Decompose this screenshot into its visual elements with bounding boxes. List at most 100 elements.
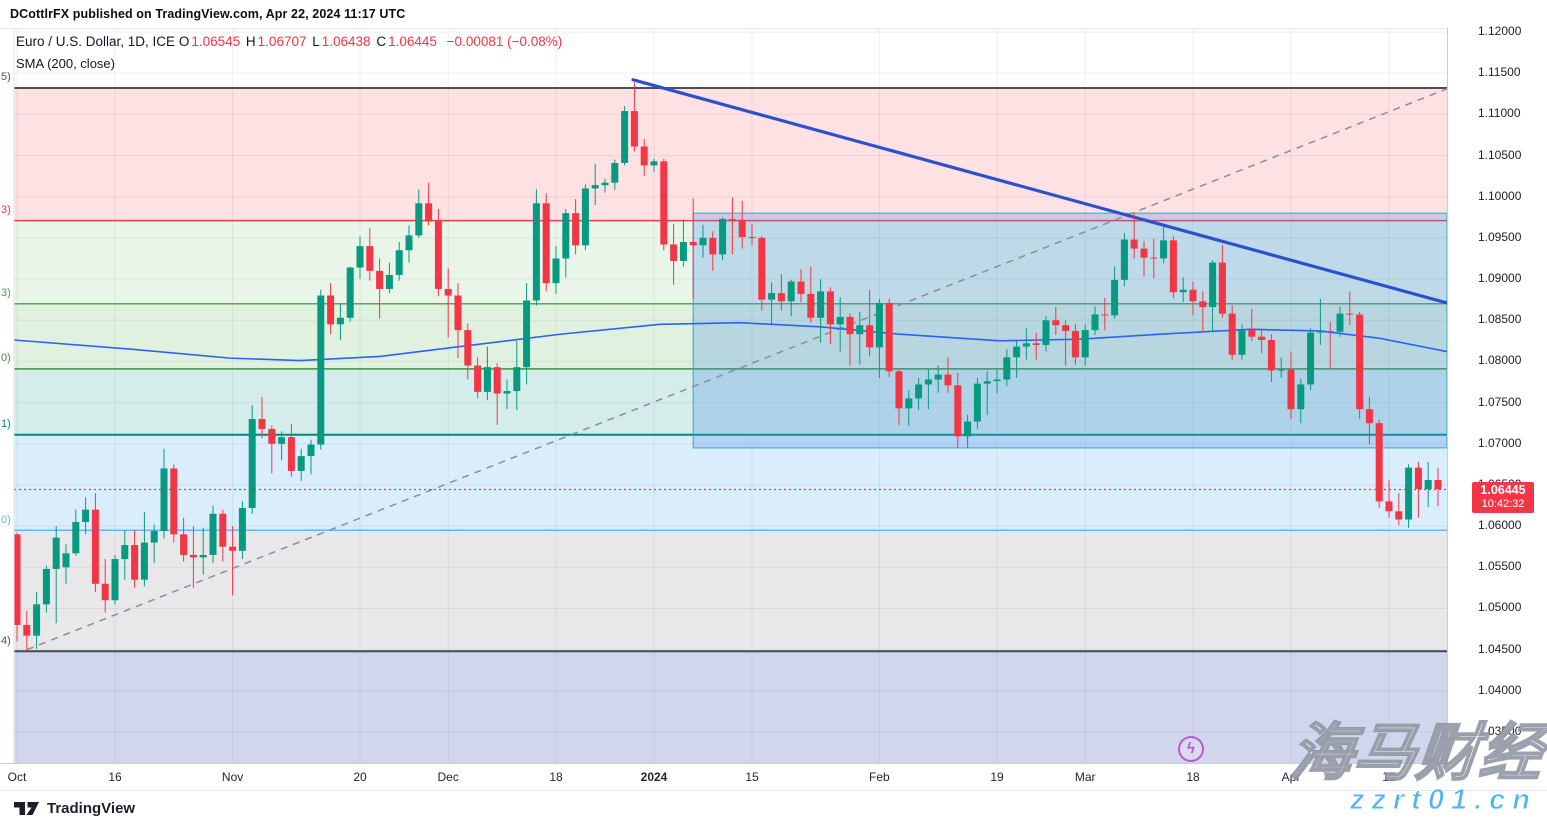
- symbol-legend[interactable]: Euro / U.S. Dollar, 1D, ICE O 1.06545 H 1.…: [16, 34, 564, 49]
- price-tick-label: 1.05000: [1478, 600, 1522, 615]
- candle: [170, 464, 178, 543]
- candle-body: [640, 146, 648, 166]
- candle-body: [483, 367, 491, 392]
- candle: [630, 82, 638, 152]
- candle-body: [52, 537, 60, 569]
- price-tick-label: 1.09500: [1478, 229, 1522, 244]
- candle-body: [630, 111, 638, 147]
- candle: [493, 363, 501, 425]
- candle: [327, 283, 335, 335]
- candle: [562, 209, 570, 278]
- candle-body: [346, 267, 354, 318]
- candle: [1071, 324, 1079, 365]
- candle: [1385, 480, 1393, 518]
- current-price-tag: 1.06445 10:42:32: [1472, 482, 1534, 514]
- candle-body: [670, 244, 678, 261]
- price-chart[interactable]: [0, 29, 1447, 764]
- candle-body: [797, 281, 805, 294]
- candle-body: [111, 559, 119, 601]
- candle: [1395, 493, 1403, 526]
- candle-body: [1287, 369, 1295, 410]
- candle-body: [1307, 332, 1315, 385]
- candle: [101, 559, 109, 613]
- price-scale[interactable]: 1.12000 1.11500 1.11000 1.10500 1.10000 1.095…: [1447, 24, 1547, 763]
- candle-body: [532, 203, 540, 301]
- candle: [1062, 320, 1070, 366]
- tradingview-brand-label: TradingView: [47, 800, 136, 817]
- candle-body: [1405, 467, 1413, 520]
- candle-body: [1130, 239, 1138, 249]
- candle-body: [33, 604, 41, 636]
- candle: [513, 340, 521, 410]
- descending-trendline[interactable]: [631, 78, 1447, 305]
- candle-body: [1071, 330, 1079, 358]
- candle: [777, 274, 785, 311]
- candle-body: [62, 553, 70, 568]
- candle: [1081, 324, 1089, 366]
- high-value: 1.06707: [257, 34, 307, 49]
- candle: [1405, 464, 1413, 528]
- chart-layers: [14, 29, 1447, 764]
- candle: [670, 223, 678, 285]
- candle: [660, 158, 668, 251]
- candle-body: [238, 508, 246, 551]
- time-scale[interactable]: Oct 16 Nov 20 Dec 18 2024 15 Feb 19 Mar 18 Apr 15: [0, 763, 1447, 791]
- left-price-label-fragment: 3): [1, 204, 11, 216]
- candle: [983, 371, 991, 415]
- candle: [1336, 306, 1344, 337]
- price-tick-label: 1.06000: [1478, 518, 1522, 533]
- candle: [1414, 461, 1422, 518]
- candle-body: [807, 293, 815, 318]
- time-tick-label: Dec: [437, 770, 459, 784]
- candle: [1248, 308, 1256, 341]
- candle: [954, 372, 962, 448]
- candle-body: [1101, 314, 1109, 316]
- candle-body: [425, 203, 433, 222]
- candle: [993, 369, 1001, 394]
- candle-body: [1091, 314, 1099, 331]
- candle-body: [983, 381, 991, 384]
- candle: [1316, 298, 1324, 345]
- candle-body: [699, 237, 707, 246]
- candle: [1277, 357, 1285, 378]
- candle: [121, 530, 129, 580]
- candle: [1199, 291, 1207, 333]
- candle-body: [405, 235, 413, 251]
- change-value: −0.00081 (−0.08%): [446, 34, 563, 49]
- candle: [52, 526, 60, 624]
- left-price-label-fragment: 0): [1, 514, 11, 526]
- candle-body: [1169, 240, 1177, 293]
- chart-pane[interactable]: [0, 28, 1447, 764]
- sma-indicator-legend[interactable]: SMA (200, close): [16, 56, 115, 71]
- candle-body: [454, 295, 462, 331]
- candle-body: [160, 468, 168, 532]
- candle-body: [709, 237, 717, 255]
- candle-body: [336, 317, 344, 325]
- candle: [1160, 226, 1168, 264]
- candle-body: [1316, 330, 1324, 333]
- ohlc-values: O 1.06545 H 1.06707 L 1.06438 C 1.06445 −0.0…: [179, 34, 564, 49]
- candle: [895, 369, 903, 425]
- candle-body: [248, 419, 256, 508]
- candle-body: [121, 545, 129, 560]
- candle: [1238, 324, 1246, 360]
- candle: [934, 365, 942, 393]
- candle-body: [542, 203, 550, 284]
- candle: [42, 565, 50, 613]
- candle-body: [1248, 330, 1256, 337]
- candle-body: [562, 213, 570, 259]
- candle: [287, 424, 295, 477]
- candle: [944, 357, 952, 393]
- candle-body: [101, 583, 109, 601]
- candle: [1179, 277, 1187, 303]
- candle: [1140, 241, 1148, 277]
- tradingview-brand[interactable]: TradingView: [14, 800, 135, 817]
- candle: [797, 269, 805, 303]
- candle: [131, 530, 139, 588]
- candle-body: [1424, 480, 1432, 490]
- candle: [62, 544, 70, 584]
- candle: [1150, 238, 1158, 279]
- candle: [385, 262, 393, 294]
- time-tick-label: Feb: [869, 770, 890, 784]
- candle: [82, 497, 90, 535]
